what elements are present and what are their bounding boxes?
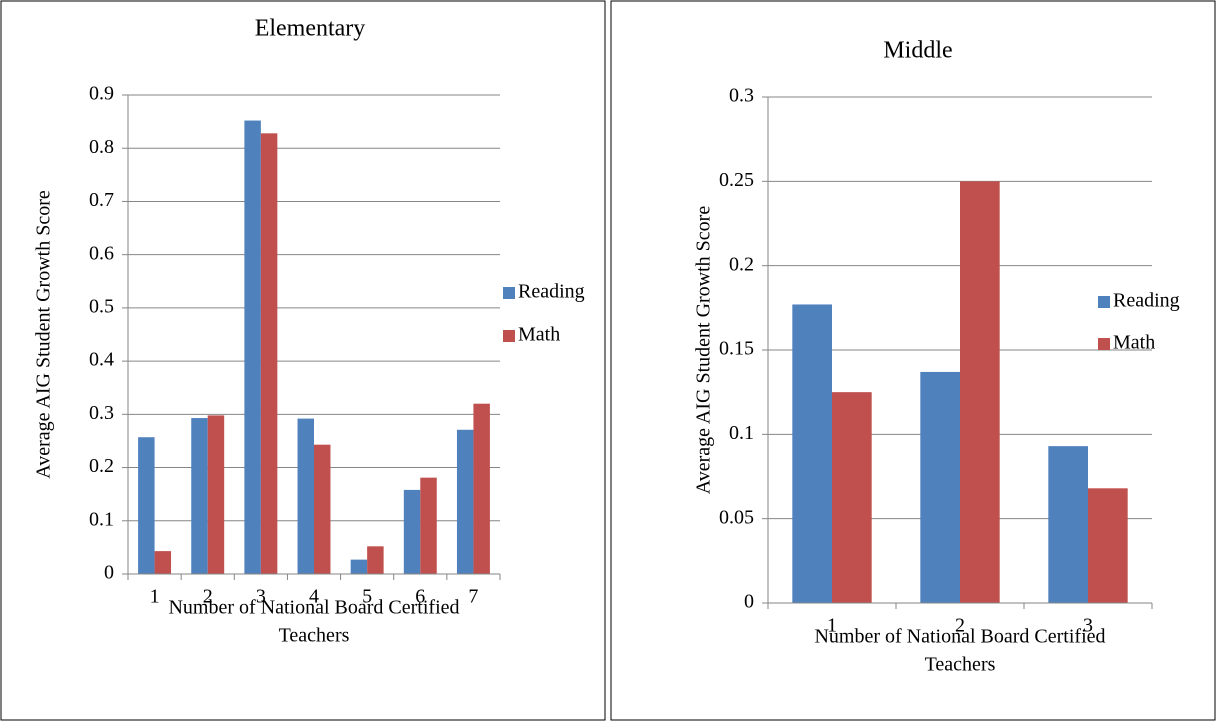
bar — [244, 120, 261, 575]
chart-title: Middle — [883, 38, 952, 64]
bar — [191, 418, 208, 574]
x-tick-label: 2 — [203, 586, 213, 608]
legend-label: Math — [1113, 332, 1155, 354]
x-tick-label: 6 — [415, 586, 425, 608]
y-tick-label: 0 — [744, 591, 754, 613]
bar — [260, 133, 278, 574]
panel-frame — [0, 0, 606, 721]
bar — [1048, 446, 1088, 603]
y-tick-label: 0.3 — [89, 402, 114, 424]
bar — [832, 392, 872, 603]
bar — [297, 418, 314, 574]
y-tick-label: 0.25 — [719, 169, 754, 191]
x-tick-label: 7 — [468, 586, 478, 608]
y-tick-label: 0.9 — [89, 83, 114, 105]
y-tick-label: 0.05 — [719, 506, 754, 528]
y-tick-label: 0.1 — [89, 508, 114, 530]
y-tick-label: 0.2 — [89, 455, 114, 477]
x-tick-label: 3 — [1083, 615, 1093, 637]
y-tick-label: 0.6 — [89, 242, 114, 264]
x-axis-label: Number of National Board Certified — [168, 597, 459, 619]
y-axis-label: Average AIG Student Growth Score — [33, 190, 55, 479]
y-tick-label: 0.1 — [729, 422, 754, 444]
bar — [367, 546, 384, 574]
x-tick-label: 5 — [362, 586, 372, 608]
bar — [403, 489, 421, 574]
bar — [138, 437, 155, 574]
y-tick-label: 0.4 — [89, 349, 114, 371]
bar — [350, 559, 368, 574]
bar — [154, 551, 172, 574]
y-tick-label: 0.5 — [89, 295, 114, 317]
x-axis-label: Teachers — [925, 654, 996, 676]
legend-swatch — [503, 330, 515, 342]
y-tick-label: 0.3 — [729, 85, 754, 107]
y-tick-label: 0.7 — [89, 189, 114, 211]
y-tick-label: 0.8 — [89, 136, 114, 158]
bar — [960, 181, 1000, 604]
bar — [473, 403, 490, 574]
bar — [314, 444, 331, 574]
x-axis-label: Number of National Board Certified — [814, 626, 1105, 648]
bar — [792, 304, 832, 603]
x-tick-label: 4 — [309, 586, 319, 608]
legend-label: Math — [518, 324, 560, 346]
chart-title: Elementary — [255, 16, 366, 42]
legend-swatch — [1098, 338, 1110, 350]
y-tick-label: 0.2 — [729, 253, 754, 275]
legend-swatch — [503, 287, 515, 299]
bar — [420, 477, 437, 574]
x-tick-label: 1 — [827, 615, 837, 637]
bar — [1088, 488, 1128, 603]
y-tick-label: 0.15 — [719, 338, 754, 360]
bar — [920, 371, 960, 603]
x-tick-label: 3 — [256, 586, 266, 608]
x-tick-label: 2 — [955, 615, 965, 637]
y-axis-label: Average AIG Student Growth Score — [693, 206, 715, 495]
legend-label: Reading — [1113, 290, 1180, 312]
bar — [456, 429, 474, 574]
legend-swatch — [1098, 296, 1110, 308]
bar — [207, 415, 225, 574]
x-tick-label: 1 — [150, 586, 160, 608]
x-axis-label: Teachers — [279, 625, 350, 647]
y-tick-label: 0 — [104, 562, 114, 584]
legend-label: Reading — [518, 281, 585, 303]
